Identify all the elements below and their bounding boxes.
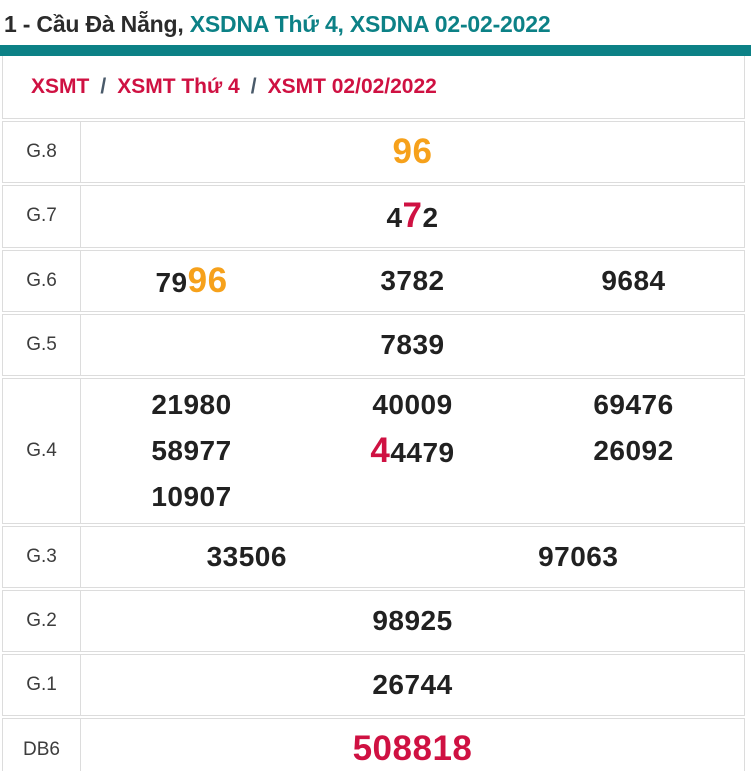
breadcrumb-link-xsmt-thu4[interactable]: XSMT Thứ 4	[117, 75, 240, 98]
digits: 58977	[151, 434, 232, 466]
prize-values: 472	[81, 186, 744, 246]
digits: 9684	[601, 264, 666, 296]
teal-divider-bar	[0, 45, 751, 56]
prize-number: 26744	[372, 669, 452, 701]
prize-row-g5: G.5 7839	[2, 313, 745, 376]
prize-label: DB6	[3, 719, 81, 771]
highlighted-digits: 96	[392, 132, 433, 171]
breadcrumb: XSMT / XSMT Thứ 4 / XSMT 02/02/2022	[2, 56, 745, 119]
page-title: 1 - Cầu Đà Nẵng, XSDNA Thứ 4, XSDNA 02-0…	[0, 0, 751, 45]
breadcrumb-link-xsmt-date[interactable]: XSMT 02/02/2022	[267, 75, 437, 98]
prize-number: 9684	[601, 265, 665, 297]
prize-table: G.8 96 G.7 472 G.6 7996 3782 9684 G.5 7839 G.4 2198…	[2, 121, 745, 771]
digits: 40009	[372, 388, 453, 420]
prize-values: 7996 3782 9684	[81, 251, 744, 311]
digits: 79	[155, 266, 188, 298]
prize-label: G.4	[3, 378, 81, 524]
prize-row-g1: G.1 26744	[2, 654, 745, 717]
digits: 2	[422, 202, 439, 234]
digits: 4479	[390, 436, 455, 468]
highlighted-digits: 96	[187, 260, 228, 300]
digits: 4	[386, 202, 403, 234]
prize-label: G.2	[3, 591, 81, 652]
digits: 7839	[380, 328, 445, 360]
digits: 98925	[372, 605, 453, 637]
prize-values: 96	[81, 122, 744, 182]
page-title-plain: 1 - Cầu Đà Nẵng,	[4, 11, 190, 37]
prize-label: G.6	[3, 250, 81, 311]
prize-number: 26092	[593, 435, 673, 467]
digits: 26744	[372, 669, 453, 701]
prize-values: 508818	[81, 719, 744, 771]
prize-values: 7839	[81, 315, 744, 375]
prize-row-g6: G.6 7996 3782 9684	[2, 249, 745, 312]
page-title-link[interactable]: XSDNA Thứ 4, XSDNA 02-02-2022	[189, 11, 551, 37]
prize-number: 98925	[372, 605, 452, 637]
prize-number: 69476	[593, 389, 673, 421]
prize-number: 58977	[151, 435, 231, 467]
prize-number: 10907	[151, 481, 231, 513]
prize-row-g4: G.4 21980 40009 69476 58977 44479 26092 10907	[2, 377, 745, 525]
prize-number: 508818	[353, 729, 473, 769]
prize-row-g7: G.7 472	[2, 185, 745, 248]
prize-number: 472	[386, 196, 438, 236]
breadcrumb-separator: /	[250, 75, 257, 98]
digits: 10907	[151, 481, 232, 513]
results-panel: XSMT / XSMT Thứ 4 / XSMT 02/02/2022 G.8 9…	[2, 56, 745, 771]
prize-label: G.3	[3, 527, 81, 588]
prize-values: 33506 97063	[81, 527, 744, 587]
digits: 33506	[206, 541, 287, 573]
prize-values: 21980 40009 69476 58977 44479 26092 10907	[81, 379, 744, 524]
prize-label: G.1	[3, 655, 81, 716]
prize-number: 40009	[372, 389, 452, 421]
prize-number: 21980	[151, 389, 231, 421]
prize-number: 7839	[380, 329, 444, 361]
prize-row-db6: DB6 508818	[2, 718, 745, 771]
prize-number: 97063	[538, 541, 618, 573]
prize-number: 3782	[380, 265, 444, 297]
prize-number: 96	[393, 132, 433, 172]
prize-number: 33506	[207, 541, 287, 573]
prize-number: 44479	[370, 431, 454, 471]
highlighted-digits: 7	[402, 196, 423, 236]
prize-label: G.5	[3, 314, 81, 375]
prize-values: 26744	[81, 655, 744, 715]
prize-label: G.8	[3, 122, 81, 183]
digits: 3782	[380, 264, 445, 296]
prize-number: 7996	[155, 261, 227, 301]
prize-row-g2: G.2 98925	[2, 590, 745, 653]
breadcrumb-separator: /	[100, 75, 107, 98]
digits: 97063	[538, 541, 619, 573]
highlighted-digits: 4	[370, 430, 391, 470]
prize-values: 98925	[81, 591, 744, 651]
digits: 21980	[151, 388, 232, 420]
breadcrumb-link-xsmt[interactable]: XSMT	[31, 75, 90, 98]
digits: 69476	[593, 388, 674, 420]
highlighted-digits: 508818	[352, 729, 473, 769]
digits: 26092	[593, 434, 674, 466]
prize-row-g3: G.3 33506 97063	[2, 526, 745, 589]
prize-label: G.7	[3, 186, 81, 247]
prize-row-g8: G.8 96	[2, 121, 745, 184]
